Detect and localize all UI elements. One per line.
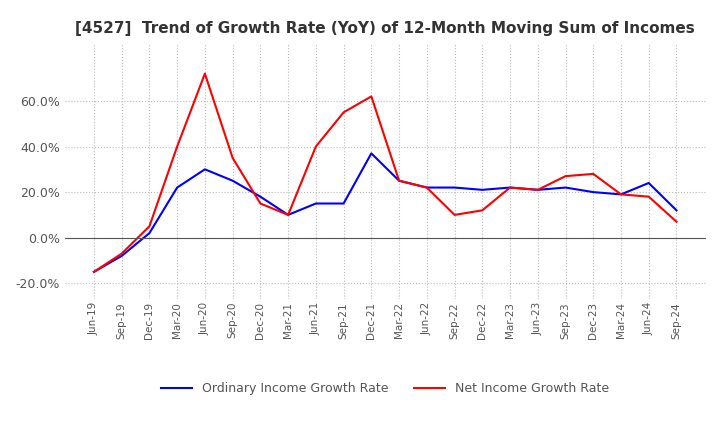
Net Income Growth Rate	[367, 94, 376, 99]
Ordinary Income Growth Rate	[312, 201, 320, 206]
Net Income Growth Rate	[423, 185, 431, 190]
Ordinary Income Growth Rate	[395, 178, 403, 183]
Legend: Ordinary Income Growth Rate, Net Income Growth Rate: Ordinary Income Growth Rate, Net Income …	[156, 377, 614, 400]
Net Income Growth Rate	[505, 185, 514, 190]
Ordinary Income Growth Rate	[478, 187, 487, 192]
Ordinary Income Growth Rate	[256, 194, 265, 199]
Net Income Growth Rate	[616, 192, 625, 197]
Net Income Growth Rate	[228, 155, 237, 161]
Net Income Growth Rate	[117, 251, 126, 256]
Net Income Growth Rate	[672, 219, 681, 224]
Net Income Growth Rate	[534, 187, 542, 192]
Ordinary Income Growth Rate	[284, 212, 292, 217]
Title: [4527]  Trend of Growth Rate (YoY) of 12-Month Moving Sum of Incomes: [4527] Trend of Growth Rate (YoY) of 12-…	[76, 21, 695, 36]
Ordinary Income Growth Rate	[367, 151, 376, 156]
Ordinary Income Growth Rate	[672, 208, 681, 213]
Ordinary Income Growth Rate	[228, 178, 237, 183]
Net Income Growth Rate	[450, 212, 459, 217]
Ordinary Income Growth Rate	[616, 192, 625, 197]
Net Income Growth Rate	[478, 208, 487, 213]
Ordinary Income Growth Rate	[173, 185, 181, 190]
Ordinary Income Growth Rate	[644, 180, 653, 186]
Net Income Growth Rate	[284, 212, 292, 217]
Net Income Growth Rate	[173, 144, 181, 149]
Ordinary Income Growth Rate	[505, 185, 514, 190]
Net Income Growth Rate	[395, 178, 403, 183]
Ordinary Income Growth Rate	[534, 187, 542, 192]
Net Income Growth Rate	[145, 224, 154, 229]
Ordinary Income Growth Rate	[561, 185, 570, 190]
Ordinary Income Growth Rate	[117, 253, 126, 259]
Net Income Growth Rate	[644, 194, 653, 199]
Ordinary Income Growth Rate	[201, 167, 210, 172]
Net Income Growth Rate	[339, 110, 348, 115]
Net Income Growth Rate	[256, 201, 265, 206]
Net Income Growth Rate	[312, 144, 320, 149]
Ordinary Income Growth Rate	[450, 185, 459, 190]
Net Income Growth Rate	[589, 171, 598, 176]
Ordinary Income Growth Rate	[145, 231, 154, 236]
Net Income Growth Rate	[561, 173, 570, 179]
Ordinary Income Growth Rate	[339, 201, 348, 206]
Line: Ordinary Income Growth Rate: Ordinary Income Growth Rate	[94, 154, 677, 272]
Ordinary Income Growth Rate	[423, 185, 431, 190]
Line: Net Income Growth Rate: Net Income Growth Rate	[94, 73, 677, 272]
Net Income Growth Rate	[89, 269, 98, 275]
Net Income Growth Rate	[201, 71, 210, 76]
Ordinary Income Growth Rate	[89, 269, 98, 275]
Ordinary Income Growth Rate	[589, 190, 598, 195]
